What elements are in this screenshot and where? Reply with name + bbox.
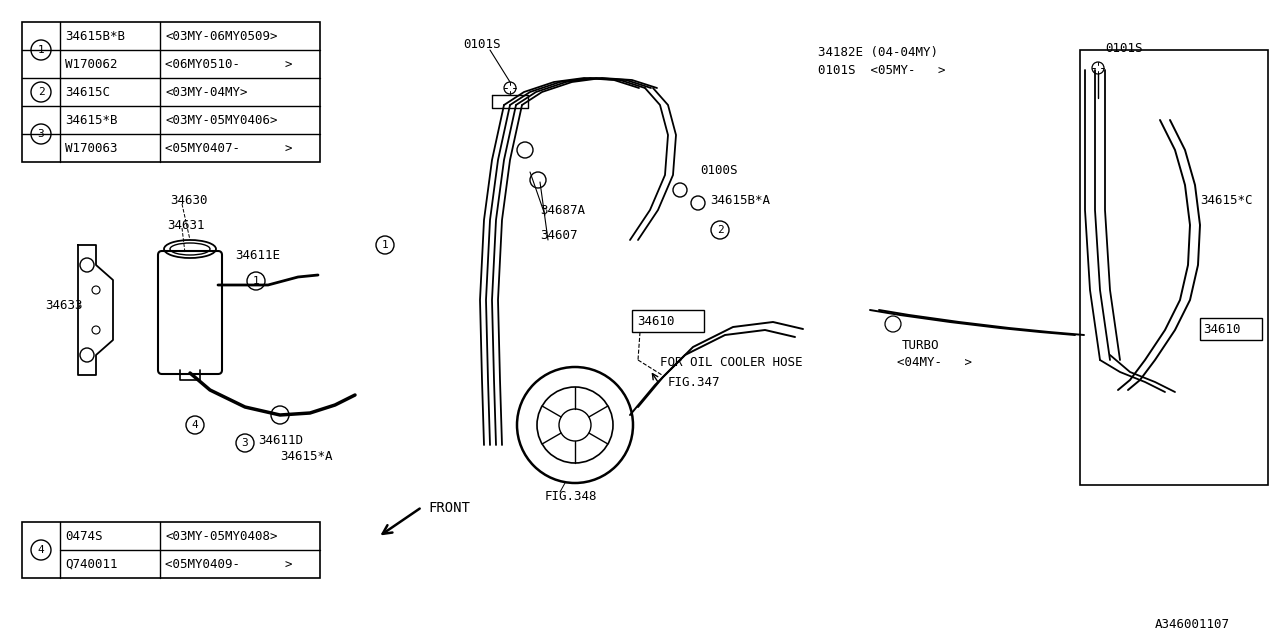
Text: 34182E (04-04MY): 34182E (04-04MY) xyxy=(818,45,938,58)
Bar xyxy=(1080,50,1268,485)
Text: 34615*A: 34615*A xyxy=(280,451,333,463)
Bar xyxy=(1201,318,1262,340)
Text: W170062: W170062 xyxy=(65,58,118,70)
Text: 34631: 34631 xyxy=(166,218,205,232)
Text: <03MY-05MY0408>: <03MY-05MY0408> xyxy=(165,529,278,543)
Text: 1: 1 xyxy=(252,276,260,286)
Text: FOR OIL COOLER HOSE: FOR OIL COOLER HOSE xyxy=(660,355,803,369)
Text: 4: 4 xyxy=(37,545,45,555)
Text: 0100S: 0100S xyxy=(700,163,737,177)
Text: 34615B*A: 34615B*A xyxy=(710,193,771,207)
Text: <03MY-04MY>: <03MY-04MY> xyxy=(165,86,247,99)
Text: 34615B*B: 34615B*B xyxy=(65,29,125,42)
Text: <04MY-   >: <04MY- > xyxy=(897,355,972,369)
Text: 34615C: 34615C xyxy=(65,86,110,99)
Text: FIG.347: FIG.347 xyxy=(668,376,721,388)
Text: 4: 4 xyxy=(192,420,198,430)
Text: 0101S: 0101S xyxy=(463,38,500,51)
Text: 34610: 34610 xyxy=(1203,323,1240,335)
Text: 34630: 34630 xyxy=(170,193,207,207)
Text: 3: 3 xyxy=(242,438,248,448)
Text: 2: 2 xyxy=(37,87,45,97)
Text: 34611D: 34611D xyxy=(259,433,303,447)
Text: <05MY0409-      >: <05MY0409- > xyxy=(165,557,293,570)
Bar xyxy=(632,310,704,332)
Bar xyxy=(22,522,320,578)
Text: <05MY0407-      >: <05MY0407- > xyxy=(165,141,293,154)
Text: 34615*C: 34615*C xyxy=(1201,193,1253,207)
Text: 2: 2 xyxy=(717,225,723,235)
Text: FRONT: FRONT xyxy=(428,501,470,515)
Text: 34615*B: 34615*B xyxy=(65,113,118,127)
Text: 3: 3 xyxy=(37,129,45,139)
Text: FIG.348: FIG.348 xyxy=(545,490,598,504)
Text: W170063: W170063 xyxy=(65,141,118,154)
Text: 34633: 34633 xyxy=(45,298,82,312)
Text: 34687A: 34687A xyxy=(540,204,585,216)
Text: A346001107: A346001107 xyxy=(1155,618,1230,632)
Text: 34610: 34610 xyxy=(637,314,675,328)
Text: 0474S: 0474S xyxy=(65,529,102,543)
Text: 34611E: 34611E xyxy=(236,248,280,262)
Bar xyxy=(22,22,320,162)
Text: 34607: 34607 xyxy=(540,228,577,241)
Text: 1: 1 xyxy=(381,240,388,250)
Text: 0101S: 0101S xyxy=(1105,42,1143,54)
Text: <03MY-06MY0509>: <03MY-06MY0509> xyxy=(165,29,278,42)
Text: TURBO: TURBO xyxy=(902,339,940,351)
Text: <03MY-05MY0406>: <03MY-05MY0406> xyxy=(165,113,278,127)
Text: Q740011: Q740011 xyxy=(65,557,118,570)
Text: 0101S  <05MY-   >: 0101S <05MY- > xyxy=(818,63,946,77)
Text: 1: 1 xyxy=(37,45,45,55)
Text: <06MY0510-      >: <06MY0510- > xyxy=(165,58,293,70)
